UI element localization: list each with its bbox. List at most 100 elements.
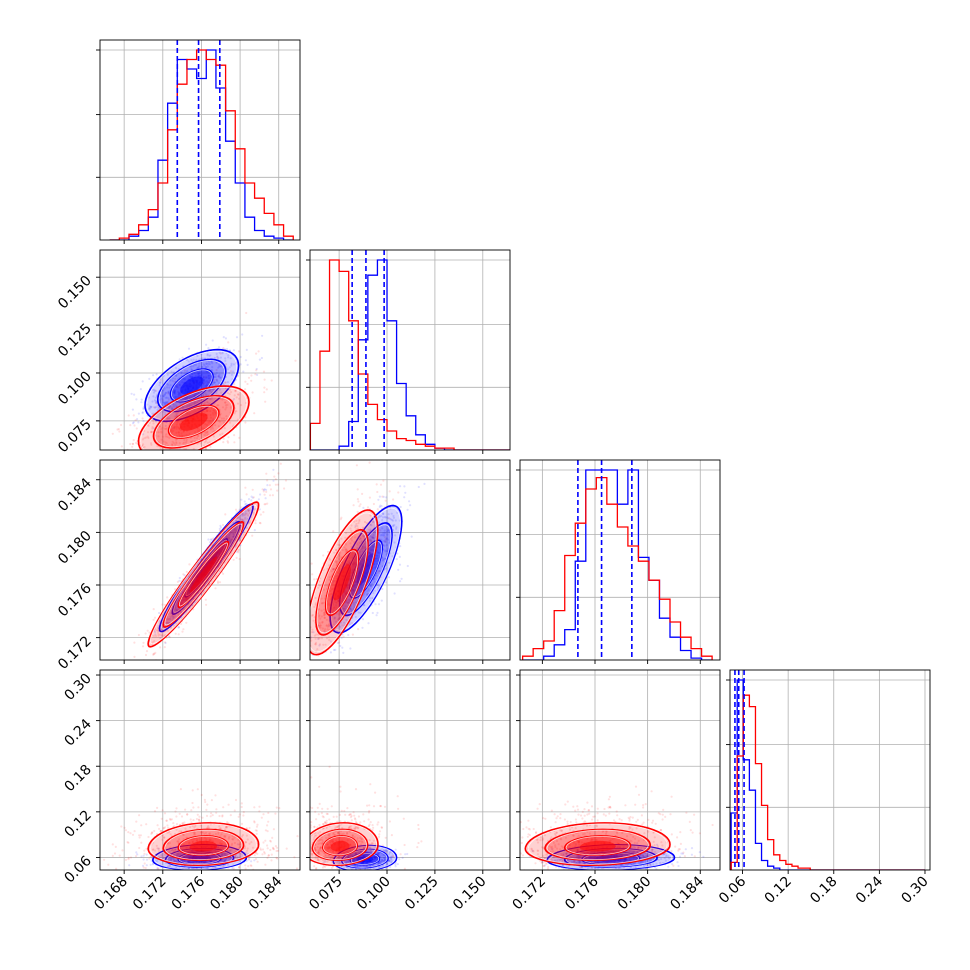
scatter-point-blue <box>232 349 235 352</box>
scatter-point-blue <box>378 544 381 547</box>
scatter-point-blue <box>230 538 233 542</box>
scatter-point-red <box>185 570 188 574</box>
scatter-point-blue <box>335 604 338 607</box>
scatter-point-blue <box>152 391 156 394</box>
scatter-point-red <box>270 859 273 862</box>
scatter-point-red <box>267 854 270 857</box>
scatter-point-red <box>185 433 188 437</box>
scatter-point-blue <box>387 529 390 533</box>
scatter-point-blue <box>369 583 372 586</box>
scatter-point-blue <box>344 605 347 608</box>
scatter-point-blue <box>172 403 175 406</box>
scatter-point-red <box>178 838 181 841</box>
scatter-point-red <box>218 835 222 838</box>
y-tick-label: 0.125 <box>55 321 95 361</box>
scatter-point-red <box>244 380 247 383</box>
scatter-point-blue <box>342 597 345 600</box>
scatter-point-red <box>176 840 179 843</box>
scatter-point-red <box>221 432 224 435</box>
scatter-point-red <box>120 423 123 427</box>
scatter-point-red <box>263 503 266 506</box>
scatter-point-blue <box>388 561 391 564</box>
scatter-point-red <box>205 453 207 455</box>
scatter-point-red <box>157 847 161 850</box>
scatter-point-blue <box>228 366 231 369</box>
scatter-point-blue <box>398 563 402 566</box>
scatter-point-blue <box>172 857 175 860</box>
scatter-point-red <box>105 457 107 459</box>
scatter-point-blue <box>181 381 184 384</box>
scatter-point-blue <box>310 636 312 639</box>
scatter-point-blue <box>385 496 388 499</box>
scatter-point-blue <box>192 850 195 853</box>
scatter-point-red <box>218 825 221 828</box>
scatter-point-red <box>264 400 267 403</box>
scatter-point-blue <box>374 603 377 606</box>
scatter-point-blue <box>208 377 211 380</box>
scatter-point-red <box>340 537 343 540</box>
scatter-point-red <box>188 461 190 463</box>
scatter-point-red <box>166 842 169 845</box>
scatter-point-blue <box>360 585 363 588</box>
scatter-point-red <box>180 830 183 833</box>
scatter-point-blue <box>167 391 170 394</box>
scatter-point-blue <box>383 515 386 519</box>
scatter-point-blue <box>180 371 183 375</box>
scatter-point-red <box>242 513 245 516</box>
scatter-point-red <box>263 378 266 381</box>
scatter-point-blue <box>175 385 178 389</box>
scatter-point-blue <box>353 585 356 588</box>
scatter-point-blue <box>244 851 247 854</box>
scatter-point-red <box>124 858 128 862</box>
scatter-point-blue <box>346 586 349 589</box>
scatter-point-red <box>206 803 209 806</box>
y-tick-label: 0.18 <box>61 762 94 795</box>
scatter-point-red <box>209 428 212 431</box>
contour-highlight <box>146 350 238 421</box>
scatter-point-red <box>222 852 225 855</box>
scatter-point-blue <box>171 379 174 382</box>
scatter-point-red <box>190 850 193 853</box>
scatter-point-blue <box>151 388 154 392</box>
scatter-point-red <box>318 626 321 629</box>
scatter-point-blue <box>392 528 395 532</box>
scatter-point-blue <box>232 535 235 539</box>
scatter-point-red <box>186 405 189 408</box>
scatter-point-blue <box>187 590 190 594</box>
scatter-point-blue <box>376 584 379 587</box>
scatter-point-blue <box>342 594 345 597</box>
scatter-point-red <box>224 513 227 516</box>
y-tick-label: 0.30 <box>61 671 94 704</box>
scatter-point-blue <box>152 374 155 377</box>
scatter-point-red <box>314 643 317 646</box>
scatter-point-red <box>137 457 139 459</box>
scatter-point-blue <box>345 618 348 622</box>
scatter-point-blue <box>354 615 357 619</box>
scatter-point-red <box>255 829 258 832</box>
scatter-point-red <box>180 610 183 614</box>
scatter-point-red <box>233 434 236 437</box>
scatter-point-blue <box>168 617 171 621</box>
scatter-point-red <box>179 611 182 614</box>
scatter-point-red <box>133 830 136 833</box>
scatter-point-blue <box>219 550 222 553</box>
scatter-point-blue <box>152 427 155 430</box>
scatter-point-red <box>128 671 130 673</box>
scatter-point-red <box>185 836 188 839</box>
scatter-point-blue <box>205 362 208 365</box>
scatter-point-blue <box>329 651 332 654</box>
scatter-point-blue <box>234 527 237 530</box>
scatter-point-red <box>154 651 157 655</box>
scatter-point-red <box>142 463 144 465</box>
scatter-point-red <box>276 489 279 492</box>
scatter-point-red <box>262 813 265 816</box>
scatter-point-blue <box>205 366 208 369</box>
scatter-point-blue <box>387 528 390 531</box>
scatter-point-red <box>166 400 169 403</box>
scatter-point-blue <box>234 546 237 549</box>
scatter-point-red <box>137 633 140 637</box>
scatter-point-red <box>151 831 154 834</box>
scatter-point-red <box>232 838 235 841</box>
scatter-point-blue <box>369 549 372 552</box>
scatter-point-red <box>196 429 199 432</box>
